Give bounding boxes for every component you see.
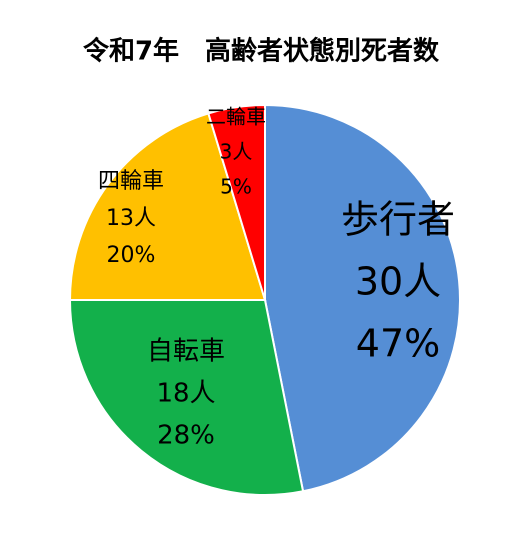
- pie-slice: [264, 103, 461, 493]
- slice-category: 二輪車: [206, 105, 266, 129]
- slice-value-label: 3人: [220, 140, 253, 164]
- chart-title: 令和7年 高齢者状態別死者数: [83, 36, 440, 67]
- slice-percent-label: 47%: [356, 322, 440, 366]
- slice-percent-label: 5%: [220, 175, 252, 199]
- slice-category: 歩行者: [341, 198, 455, 242]
- slice-percent-label: 28%: [157, 421, 215, 451]
- slice-value-label: 30人: [355, 260, 441, 304]
- pie-slice: [68, 112, 267, 301]
- slice-category: 自転車: [147, 337, 225, 367]
- slice-percent-label: 20%: [107, 243, 156, 268]
- slice-value-label: 18人: [156, 379, 215, 409]
- slice-value-label: 13人: [106, 206, 156, 231]
- slice-category: 四輪車: [98, 169, 164, 194]
- pie-slice: [207, 103, 266, 301]
- pie-slice: [68, 299, 305, 496]
